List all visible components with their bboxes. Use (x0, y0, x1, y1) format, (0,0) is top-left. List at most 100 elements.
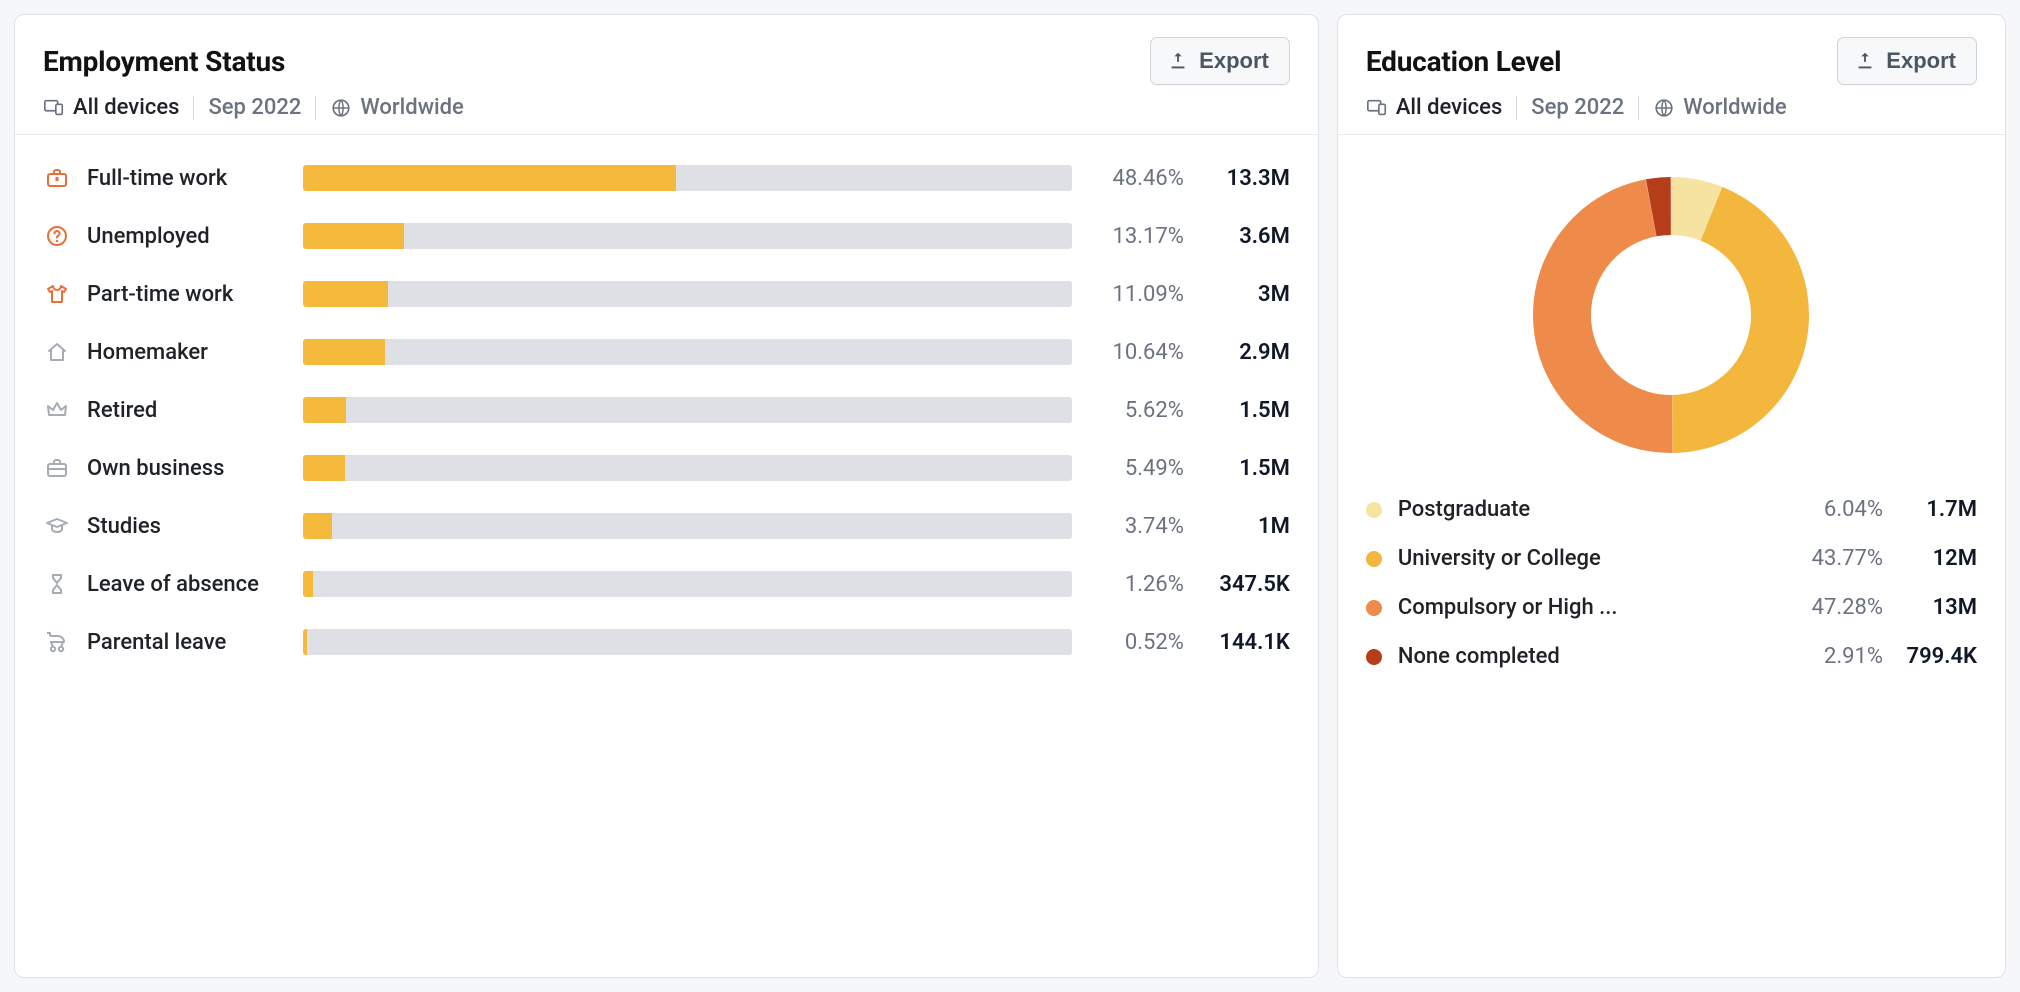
employment-bar (303, 397, 1072, 423)
employment-label: Own business (87, 456, 287, 481)
education-legend-item: Postgraduate 6.04% 1.7M (1366, 485, 1977, 534)
period-label: Sep 2022 (208, 95, 301, 120)
separator-icon (193, 96, 194, 120)
employment-value: 13.3M (1200, 166, 1290, 191)
employment-row: Unemployed 13.17% 3.6M (43, 207, 1290, 265)
education-meta: All devices Sep 2022 Worldwide (1366, 95, 1977, 120)
legend-dot-icon (1366, 551, 1382, 567)
legend-dot-icon (1366, 502, 1382, 518)
employment-label: Part-time work (87, 282, 287, 307)
crown-icon (43, 398, 71, 422)
education-legend-label: None completed (1398, 644, 1777, 669)
education-legend-percent: 2.91% (1791, 644, 1883, 669)
dashboard-grid: Employment Status Export All devices Sep… (14, 14, 2006, 978)
employment-percent: 1.26% (1088, 572, 1184, 597)
question-circle-icon (43, 224, 71, 248)
devices-icon (1366, 97, 1388, 119)
devices-label: All devices (73, 95, 179, 120)
education-title: Education Level (1366, 45, 1561, 78)
employment-percent: 13.17% (1088, 224, 1184, 249)
education-card-header: Education Level Export All devices Sep 2… (1338, 15, 2005, 135)
employment-label: Parental leave (87, 630, 287, 655)
employment-label: Retired (87, 398, 287, 423)
employment-value: 1.5M (1200, 398, 1290, 423)
region-label: Worldwide (1683, 95, 1786, 120)
devices-filter[interactable]: All devices (43, 95, 179, 120)
employment-bar (303, 571, 1072, 597)
education-legend-item: Compulsory or High ... 47.28% 13M (1366, 583, 1977, 632)
region-filter[interactable]: Worldwide (1653, 95, 1786, 120)
region-filter[interactable]: Worldwide (330, 95, 463, 120)
hourglass-icon (43, 572, 71, 596)
education-legend-percent: 43.77% (1791, 546, 1883, 571)
education-legend-value: 13M (1897, 595, 1977, 620)
education-legend-value: 1.7M (1897, 497, 1977, 522)
education-legend-percent: 47.28% (1791, 595, 1883, 620)
employment-label: Unemployed (87, 224, 287, 249)
export-button-label: Export (1199, 48, 1269, 74)
employment-row: Own business5.49%1.5M (43, 439, 1290, 497)
devices-label: All devices (1396, 95, 1502, 120)
education-legend: Postgraduate 6.04% 1.7M University or Colle… (1366, 485, 1977, 681)
globe-icon (330, 97, 352, 119)
employment-card: Employment Status Export All devices Sep… (14, 14, 1319, 978)
stroller-icon (43, 630, 71, 654)
employment-bar (303, 513, 1072, 539)
employment-row: Leave of absence1.26%347.5K (43, 555, 1290, 613)
export-button[interactable]: Export (1837, 37, 1977, 85)
employment-percent: 10.64% (1088, 340, 1184, 365)
employment-card-header: Employment Status Export All devices Sep… (15, 15, 1318, 135)
separator-icon (1516, 96, 1517, 120)
period-filter[interactable]: Sep 2022 (208, 95, 301, 120)
employment-bar (303, 281, 1072, 307)
education-legend-label: Compulsory or High ... (1398, 595, 1777, 620)
employment-bar (303, 223, 1072, 249)
globe-icon (1653, 97, 1675, 119)
employment-value: 3.6M (1200, 224, 1290, 249)
education-legend-percent: 6.04% (1791, 497, 1883, 522)
gradcap-icon (43, 514, 71, 538)
employment-value: 144.1K (1200, 630, 1290, 655)
region-label: Worldwide (360, 95, 463, 120)
separator-icon (315, 96, 316, 120)
education-legend-item: University or College43.77%12M (1366, 534, 1977, 583)
employment-value: 2.9M (1200, 340, 1290, 365)
employment-percent: 0.52% (1088, 630, 1184, 655)
employment-percent: 5.49% (1088, 456, 1184, 481)
employment-row: Studies3.74%1M (43, 497, 1290, 555)
donut-slice[interactable] (1533, 179, 1673, 453)
employment-list: Full-time work 48.46% 13.3M Unemployed 13.17… (15, 135, 1318, 675)
employment-bar (303, 165, 1072, 191)
separator-icon (1638, 96, 1639, 120)
education-body: Postgraduate 6.04% 1.7M University or Colle… (1338, 135, 2005, 685)
employment-row: Homemaker10.64%2.9M (43, 323, 1290, 381)
employment-row: Parental leave 0.52% 144.1K (43, 613, 1290, 671)
devices-filter[interactable]: All devices (1366, 95, 1502, 120)
export-button[interactable]: Export (1150, 37, 1290, 85)
legend-dot-icon (1366, 600, 1382, 616)
employment-label: Full-time work (87, 166, 287, 191)
education-legend-value: 799.4K (1897, 644, 1977, 669)
employment-title: Employment Status (43, 45, 285, 78)
employment-row: Part-time work 11.09% 3M (43, 265, 1290, 323)
employment-percent: 3.74% (1088, 514, 1184, 539)
tshirt-icon (43, 282, 71, 306)
upload-icon (1854, 50, 1876, 72)
education-legend-label: Postgraduate (1398, 497, 1777, 522)
employment-row: Retired 5.62% 1.5M (43, 381, 1290, 439)
legend-dot-icon (1366, 649, 1382, 665)
employment-value: 347.5K (1200, 572, 1290, 597)
employment-meta: All devices Sep 2022 Worldwide (43, 95, 1290, 120)
education-legend-item: None completed 2.91% 799.4K (1366, 632, 1977, 681)
period-filter[interactable]: Sep 2022 (1531, 95, 1624, 120)
employment-percent: 11.09% (1088, 282, 1184, 307)
devices-icon (43, 97, 65, 119)
employment-value: 1M (1200, 514, 1290, 539)
employment-percent: 48.46% (1088, 166, 1184, 191)
home-icon (43, 340, 71, 364)
employment-percent: 5.62% (1088, 398, 1184, 423)
employment-bar (303, 629, 1072, 655)
education-donut (1521, 165, 1821, 465)
employment-value: 3M (1200, 282, 1290, 307)
briefcase-icon (43, 456, 71, 480)
